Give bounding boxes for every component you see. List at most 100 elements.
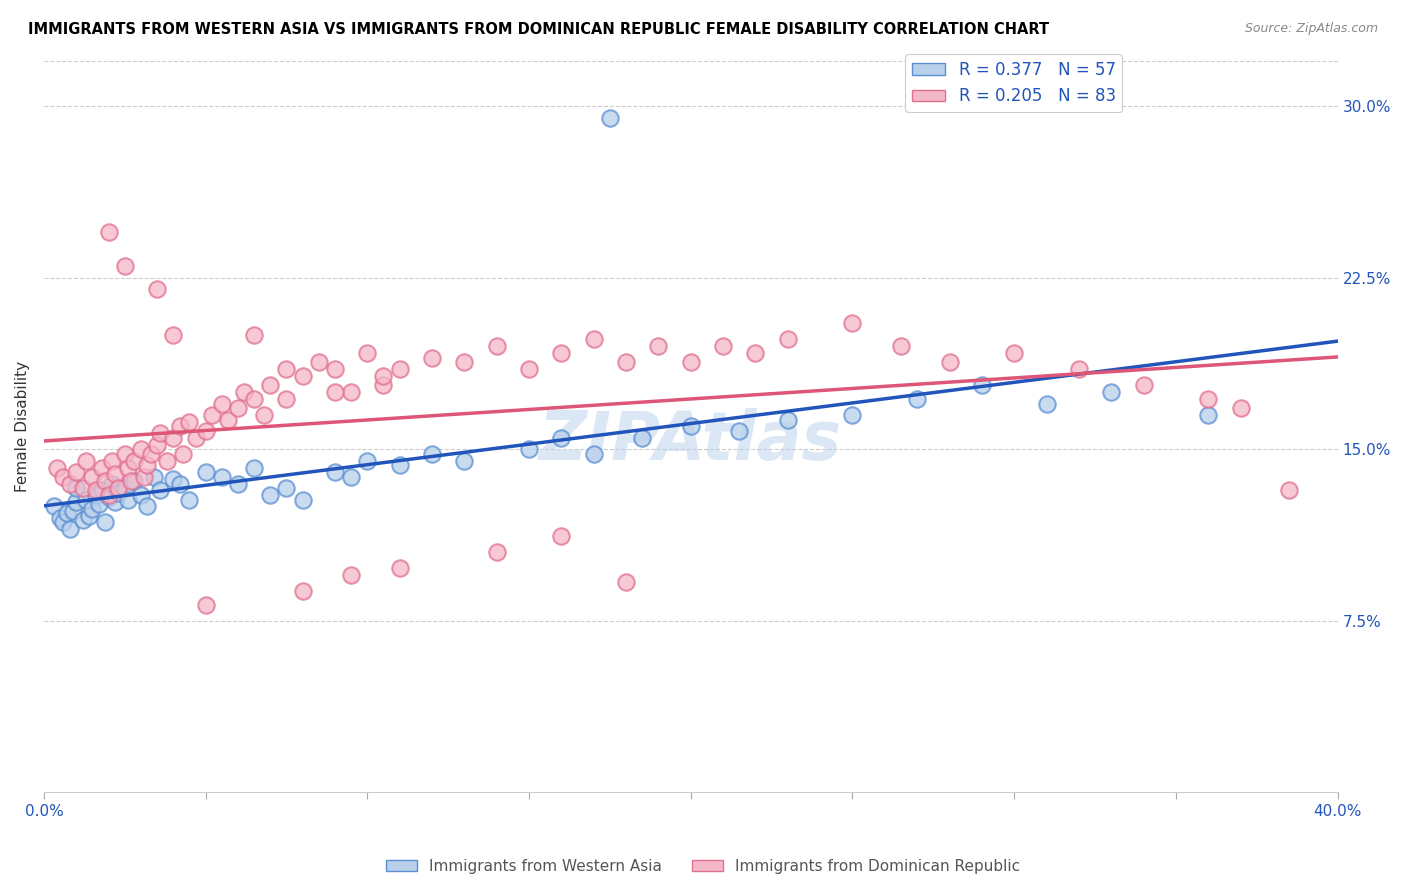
Point xyxy=(217,412,239,426)
Point xyxy=(114,447,136,461)
Point xyxy=(582,333,605,347)
Point xyxy=(356,453,378,467)
Point xyxy=(49,511,72,525)
Point xyxy=(1229,401,1251,415)
Point xyxy=(97,490,120,504)
Point xyxy=(938,355,960,369)
Point xyxy=(1067,362,1090,376)
Point xyxy=(162,472,184,486)
Point xyxy=(101,476,124,491)
Point xyxy=(136,458,159,473)
Point xyxy=(107,485,129,500)
Point xyxy=(728,424,751,438)
Point xyxy=(453,355,475,369)
Point xyxy=(679,355,702,369)
Point xyxy=(179,492,201,507)
Point xyxy=(226,476,249,491)
Point xyxy=(243,460,266,475)
Point xyxy=(485,545,508,559)
Point xyxy=(259,488,281,502)
Point xyxy=(75,453,97,467)
Point xyxy=(1197,392,1219,406)
Point xyxy=(104,467,127,482)
Point xyxy=(550,431,572,445)
Point xyxy=(134,469,156,483)
Point xyxy=(59,476,82,491)
Point xyxy=(679,419,702,434)
Point xyxy=(194,598,217,612)
Point xyxy=(243,392,266,406)
Point xyxy=(453,453,475,467)
Point xyxy=(194,424,217,438)
Point xyxy=(72,481,94,495)
Point xyxy=(201,408,224,422)
Point xyxy=(107,481,129,495)
Point xyxy=(129,488,152,502)
Point xyxy=(65,465,87,479)
Point xyxy=(373,369,395,384)
Point xyxy=(711,339,734,353)
Point xyxy=(614,574,637,589)
Point xyxy=(614,355,637,369)
Point xyxy=(253,408,276,422)
Point xyxy=(776,412,799,426)
Point xyxy=(841,317,863,331)
Point xyxy=(259,378,281,392)
Point xyxy=(117,460,139,475)
Point xyxy=(55,506,77,520)
Point xyxy=(233,385,256,400)
Point xyxy=(82,469,104,483)
Point xyxy=(517,362,540,376)
Point xyxy=(1035,396,1057,410)
Point xyxy=(243,327,266,342)
Point xyxy=(124,453,146,467)
Point xyxy=(52,516,75,530)
Text: IMMIGRANTS FROM WESTERN ASIA VS IMMIGRANTS FROM DOMINICAN REPUBLIC FEMALE DISABI: IMMIGRANTS FROM WESTERN ASIA VS IMMIGRAN… xyxy=(28,22,1049,37)
Point xyxy=(75,492,97,507)
Point xyxy=(120,475,142,489)
Point xyxy=(420,447,443,461)
Point xyxy=(211,469,233,483)
Point xyxy=(323,362,346,376)
Point xyxy=(550,346,572,360)
Point xyxy=(647,339,669,353)
Point xyxy=(129,442,152,457)
Point xyxy=(517,442,540,457)
Point xyxy=(550,529,572,543)
Point xyxy=(373,378,395,392)
Point xyxy=(94,475,117,489)
Point xyxy=(276,362,298,376)
Point xyxy=(291,584,314,599)
Point xyxy=(276,481,298,495)
Point xyxy=(323,465,346,479)
Point xyxy=(1132,378,1154,392)
Point xyxy=(631,431,654,445)
Point xyxy=(94,516,117,530)
Point xyxy=(169,476,191,491)
Point xyxy=(52,469,75,483)
Point xyxy=(841,408,863,422)
Legend: R = 0.377   N = 57, R = 0.205   N = 83: R = 0.377 N = 57, R = 0.205 N = 83 xyxy=(905,54,1122,112)
Point xyxy=(136,500,159,514)
Point xyxy=(146,282,169,296)
Point xyxy=(82,501,104,516)
Point xyxy=(146,438,169,452)
Point xyxy=(388,561,411,575)
Point xyxy=(1197,408,1219,422)
Point xyxy=(890,339,912,353)
Y-axis label: Female Disability: Female Disability xyxy=(15,361,30,492)
Point xyxy=(308,355,330,369)
Point xyxy=(179,415,201,429)
Point xyxy=(970,378,993,392)
Point xyxy=(905,392,928,406)
Point xyxy=(149,426,172,441)
Point xyxy=(65,481,87,495)
Point xyxy=(323,385,346,400)
Point xyxy=(582,447,605,461)
Point xyxy=(388,362,411,376)
Point xyxy=(776,333,799,347)
Point xyxy=(84,488,107,502)
Point xyxy=(211,396,233,410)
Point xyxy=(184,431,207,445)
Point xyxy=(1002,346,1025,360)
